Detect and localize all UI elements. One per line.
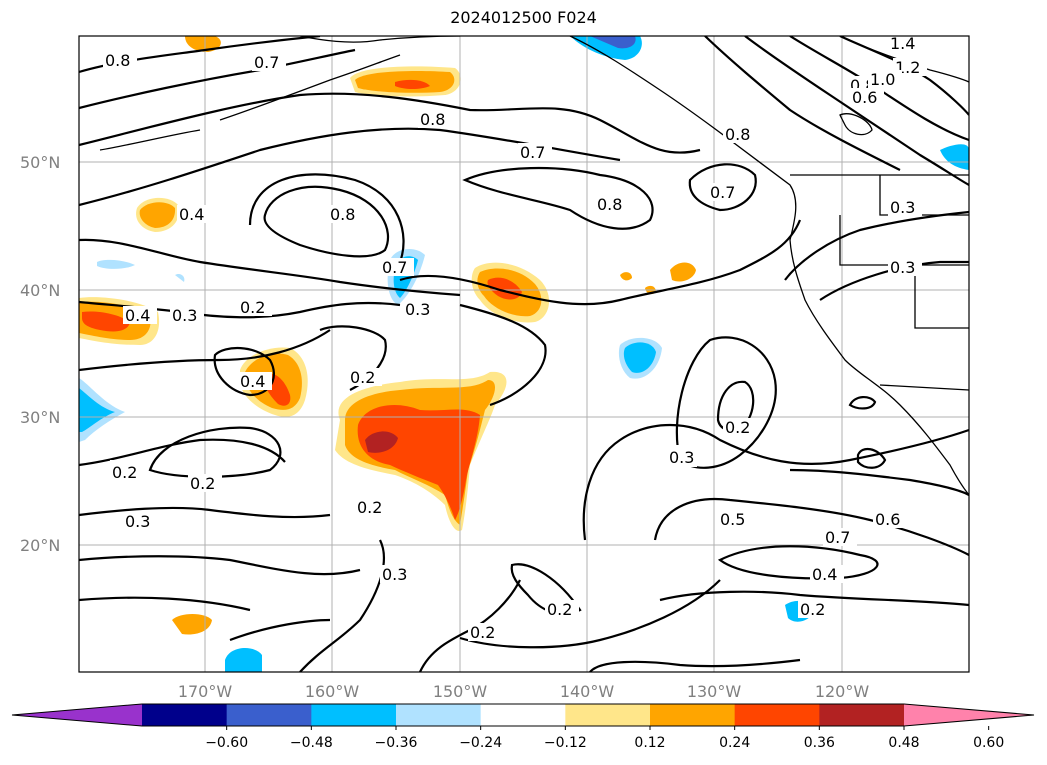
contour-label: 0.2 bbox=[350, 368, 375, 387]
lon-label: 130°W bbox=[687, 682, 742, 701]
contour-label: 0.2 bbox=[725, 418, 750, 437]
contour-label: 0.8 bbox=[597, 195, 622, 214]
contour-label: 0.3 bbox=[890, 258, 915, 277]
colorbar-tick-label: −0.12 bbox=[544, 735, 587, 751]
colorbar-segment bbox=[819, 704, 905, 726]
contour-label: 0.2 bbox=[547, 600, 572, 619]
contour-label: 0.7 bbox=[382, 258, 407, 277]
latitude-labels: 50°N 40°N 30°N 20°N bbox=[20, 153, 60, 555]
map-border bbox=[78, 35, 970, 673]
contour-label: 1.4 bbox=[890, 34, 915, 53]
contour-label: 0.3 bbox=[669, 448, 694, 467]
colorbar-extend-high bbox=[904, 704, 1034, 726]
lon-label: 170°W bbox=[178, 682, 233, 701]
contour-label: 0.2 bbox=[240, 298, 265, 317]
contour-label: 0.4 bbox=[812, 565, 837, 584]
colorbar-segment bbox=[480, 704, 566, 726]
colorbar-segment bbox=[650, 704, 736, 726]
contour-label: 0.8 bbox=[105, 51, 130, 70]
contour-label: 0.4 bbox=[240, 372, 265, 391]
lon-label: 160°W bbox=[305, 682, 360, 701]
colorbar-tick-label: −0.36 bbox=[375, 735, 418, 751]
colorbar-tick-label: 0.24 bbox=[719, 735, 750, 751]
colorbar-segment bbox=[734, 704, 820, 726]
lon-label: 140°W bbox=[560, 682, 615, 701]
lat-label: 30°N bbox=[20, 408, 60, 427]
contour-label: 1.0 bbox=[870, 70, 895, 89]
contour-label: 0.8 bbox=[420, 110, 445, 129]
contour-label: 0.2 bbox=[800, 600, 825, 619]
longitude-labels: 170°W 160°W 150°W 140°W 130°W 120°W bbox=[178, 682, 870, 701]
contour-label: 0.5 bbox=[720, 510, 745, 529]
lon-label: 150°W bbox=[433, 682, 488, 701]
contour-label: 0.3 bbox=[382, 565, 407, 584]
contour-label: 0.3 bbox=[172, 306, 197, 325]
contour-label: 0.2 bbox=[190, 474, 215, 493]
contour-label: 0.2 bbox=[470, 623, 495, 642]
colorbar-tick-label: 0.48 bbox=[888, 735, 919, 751]
colorbar-segment bbox=[311, 704, 397, 726]
contour-label: 0.7 bbox=[520, 143, 545, 162]
contour-label: 0.7 bbox=[825, 528, 850, 547]
colorbar-segment bbox=[396, 704, 482, 726]
colorbar: −0.60 −0.48 −0.36 −0.24 −0.12 0.12 0.24 0.36 0.4… bbox=[11, 703, 1035, 751]
colorbar-segment bbox=[226, 704, 312, 726]
contour-label: 0.8 bbox=[725, 125, 750, 144]
contour-label: 0.4 bbox=[125, 306, 150, 325]
colorbar-tick-label: −0.24 bbox=[459, 735, 502, 751]
contour-label: 0.6 bbox=[875, 510, 900, 529]
colorbar-segment bbox=[142, 704, 228, 726]
colorbar-tick-label: −0.48 bbox=[290, 735, 333, 751]
graticule bbox=[79, 36, 969, 672]
contour-label: 0.6 bbox=[852, 88, 877, 107]
contour-label: 0.2 bbox=[112, 463, 137, 482]
colorbar-tick-label: −0.60 bbox=[205, 735, 248, 751]
map-panel: 0.8 0.7 0.8 0.7 0.8 0.8 0.4 0.7 0.7 0.8 … bbox=[79, 34, 969, 672]
contour-label: 0.4 bbox=[179, 205, 204, 224]
lon-label: 120°W bbox=[815, 682, 870, 701]
contour-label: 0.3 bbox=[405, 300, 430, 319]
lat-label: 40°N bbox=[20, 281, 60, 300]
map-title: 2024012500 F024 bbox=[450, 8, 597, 27]
lat-label: 50°N bbox=[20, 153, 60, 172]
colorbar-segment bbox=[565, 704, 651, 726]
contour-label: 0.3 bbox=[890, 198, 915, 217]
lat-label: 20°N bbox=[20, 536, 60, 555]
colorbar-tick-label: 0.60 bbox=[973, 735, 1004, 751]
colorbar-tick-label: 0.36 bbox=[804, 735, 835, 751]
coastlines bbox=[99, 36, 969, 496]
contour-label-layer: 0.8 0.7 0.8 0.7 0.8 0.8 0.4 0.7 0.7 0.8 … bbox=[103, 34, 927, 642]
contour-label: 0.7 bbox=[254, 53, 279, 72]
contour-label: 0.7 bbox=[710, 183, 735, 202]
colorbar-tick-label: 0.12 bbox=[634, 735, 665, 751]
contour-label: 0.3 bbox=[125, 512, 150, 531]
contour-label: 0.2 bbox=[357, 498, 382, 517]
colorbar-extend-low bbox=[12, 704, 142, 726]
contour-label: 0.8 bbox=[330, 205, 355, 224]
colorbar-outline bbox=[11, 703, 1035, 727]
negative-anomaly-regions bbox=[79, 36, 969, 672]
